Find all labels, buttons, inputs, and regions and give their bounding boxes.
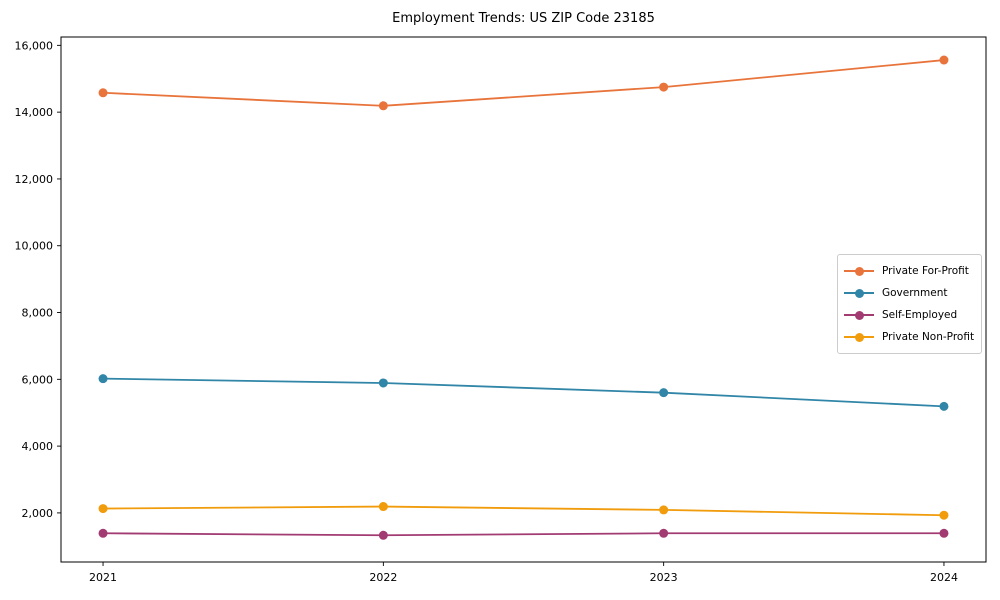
chart-title: Employment Trends: US ZIP Code 23185	[392, 11, 655, 26]
y-tick-label: 8,000	[22, 307, 54, 320]
y-tick-label: 10,000	[15, 240, 54, 253]
x-tick-label: 2023	[650, 571, 678, 584]
legend: Private For-Profit Government Self-Emplo…	[837, 254, 983, 354]
series-point-government	[659, 388, 669, 398]
series-point-private-non-profit	[98, 504, 108, 514]
series-point-government	[98, 374, 108, 384]
legend-label: Government	[882, 287, 948, 299]
legend-label: Private For-Profit	[882, 265, 969, 277]
y-tick-label: 4,000	[22, 440, 54, 453]
plot-border	[60, 36, 987, 563]
legend-item: Private Non-Profit	[844, 326, 974, 348]
series-point-private-for-profit	[98, 88, 108, 98]
legend-marker-government	[844, 288, 874, 298]
y-tick-label: 14,000	[15, 106, 54, 119]
series-line-private-for-profit	[103, 59, 945, 107]
y-tick-label: 12,000	[15, 173, 54, 186]
legend-item: Self-Employed	[844, 304, 974, 326]
series-line-private-non-profit	[103, 505, 944, 517]
series-point-private-for-profit	[659, 82, 669, 92]
series-point-self-employed	[939, 528, 949, 538]
y-tick-label: 16,000	[15, 39, 54, 52]
legend-item: Private For-Profit	[844, 260, 974, 282]
series-line-self-employed	[103, 532, 944, 537]
y-tick-label: 6,000	[22, 373, 54, 386]
legend-marker-private-for-profit	[844, 266, 874, 276]
series-point-self-employed	[98, 528, 108, 538]
x-tick-label: 2024	[930, 571, 958, 584]
legend-label: Private Non-Profit	[882, 331, 975, 343]
y-tick-label: 2,000	[22, 507, 54, 520]
legend-item: Government	[844, 282, 974, 304]
x-tick-label: 2022	[369, 571, 397, 584]
series-point-private-non-profit	[659, 505, 669, 515]
series-point-government	[378, 378, 388, 388]
series-point-government	[939, 401, 949, 411]
series-point-private-for-profit	[378, 101, 388, 111]
x-tick-label: 2021	[89, 571, 117, 584]
series-point-private-for-profit	[939, 55, 949, 65]
series-point-self-employed	[659, 528, 669, 538]
series-point-private-non-profit	[939, 510, 949, 520]
series-point-self-employed	[378, 530, 388, 540]
legend-marker-self-employed	[844, 310, 874, 320]
series-point-private-non-profit	[378, 502, 388, 512]
legend-marker-private-non-profit	[844, 332, 874, 342]
legend-label: Self-Employed	[882, 309, 958, 321]
series-line-government	[103, 377, 944, 408]
